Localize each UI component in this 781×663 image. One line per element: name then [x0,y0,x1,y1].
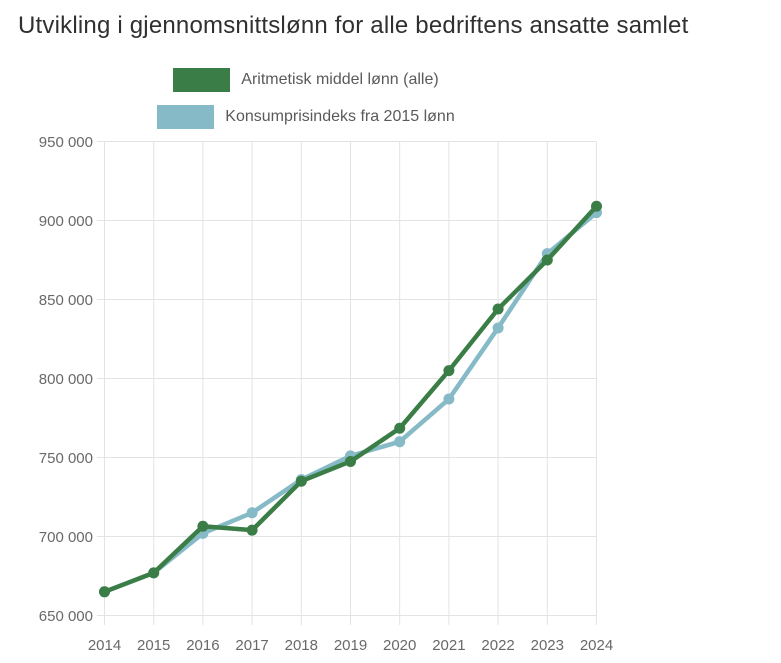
data-point[interactable] [394,422,406,434]
legend-label: Aritmetisk middel lønn (alle) [241,71,439,88]
x-axis-tick-label: 2022 [481,637,514,654]
data-point[interactable] [492,322,504,334]
chart-series [99,200,602,598]
data-point[interactable] [443,365,455,377]
x-axis-tick-label: 2017 [235,637,268,654]
x-axis-tick-label: 2015 [137,637,170,654]
x-axis-tick-label: 2024 [580,637,613,654]
data-point[interactable] [591,200,602,212]
legend-swatch-icon [173,68,231,92]
x-axis-tick-label: 2021 [432,637,465,654]
x-axis-tick-label: 2023 [531,637,564,654]
y-axis-tick-label: 800 000 [39,371,93,388]
data-point[interactable] [345,455,356,467]
data-point[interactable] [148,567,160,579]
data-point[interactable] [246,524,258,536]
y-axis-tick-label: 650 000 [39,608,93,625]
legend-swatch-icon [157,105,215,129]
x-axis-tick-label: 2019 [334,637,367,654]
y-axis-tick-label: 850 000 [39,292,93,309]
chart-title: Utvikling i gjennomsnittslønn for alle b… [18,12,689,39]
data-point[interactable] [197,520,209,532]
chart-axis-labels: 650 000 700 000 750 000 800 000 850 000 900 0… [39,134,613,654]
y-axis-tick-label: 950 000 [39,134,93,151]
x-axis-tick-label: 2016 [186,637,219,654]
y-axis-tick-label: 750 000 [39,450,93,467]
data-point[interactable] [246,507,258,519]
series-mean-salary [99,200,602,598]
x-axis-tick-label: 2020 [383,637,416,654]
data-point[interactable] [394,436,406,448]
data-point[interactable] [492,303,504,315]
x-axis-tick-label: 2014 [88,637,121,654]
chart-gridlines [97,141,597,625]
data-point[interactable] [541,254,553,266]
legend-label: Konsumprisindeks fra 2015 lønn [225,108,455,125]
y-axis-tick-label: 700 000 [39,529,93,546]
legend-item[interactable]: Aritmetisk middel lønn (alle) [173,68,439,92]
data-point[interactable] [443,393,455,405]
x-axis-tick-label: 2018 [285,637,318,654]
data-point[interactable] [99,586,110,598]
y-axis-tick-label: 900 000 [39,213,93,230]
chart-legend: Aritmetisk middel lønn (alle) Konsumprisi… [0,68,612,129]
data-point[interactable] [295,475,307,487]
legend-item[interactable]: Konsumprisindeks fra 2015 lønn [157,105,455,129]
